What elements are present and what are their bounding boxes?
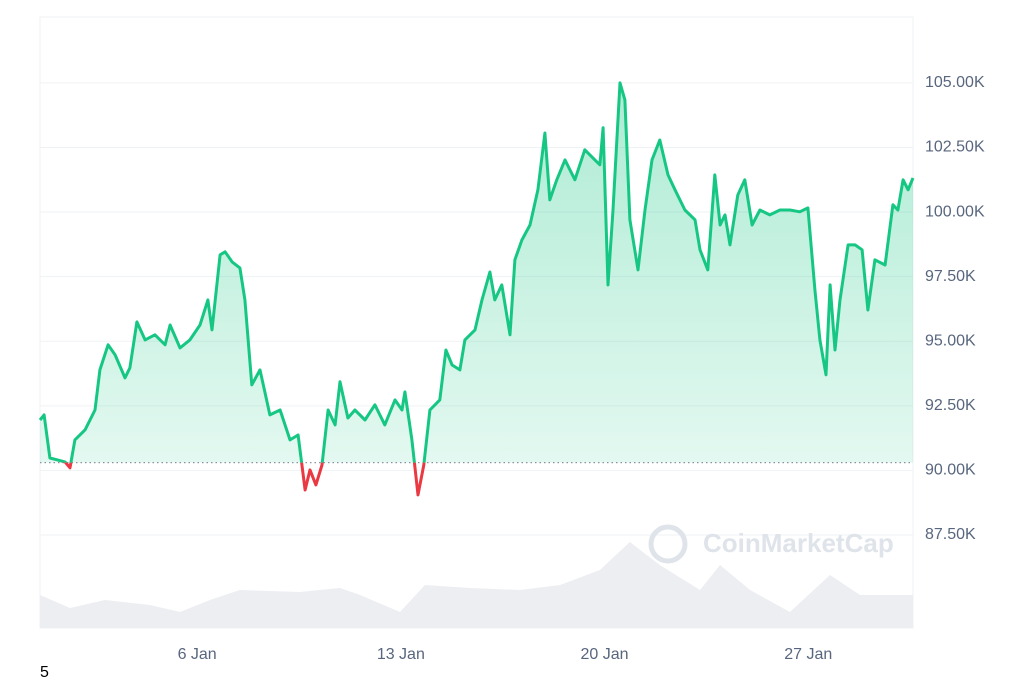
y-tick-label: 97.50K <box>925 268 976 285</box>
plot-area: 87.50K 90.00K 92.50K 95.00K 97.50K 100.00K 102… <box>38 16 985 663</box>
x-tick-label: 27 Jan <box>784 646 832 663</box>
watermark-logo <box>648 524 688 564</box>
y-tick-label: 92.50K <box>925 397 976 414</box>
area-fill <box>40 82 913 463</box>
y-tick-label: 105.00K <box>925 74 985 91</box>
x-tick-label: 6 Jan <box>178 646 217 663</box>
watermark: CoinMarketCap <box>703 528 894 558</box>
x-tick-label: 13 Jan <box>377 646 425 663</box>
y-tick-label: 95.00K <box>925 332 976 349</box>
y-tick-label: 100.00K <box>925 203 985 220</box>
price-line <box>38 81 915 463</box>
x-tick-label: 20 Jan <box>581 646 629 663</box>
y-tick-label: 102.50K <box>925 139 985 156</box>
corner-text: 5 <box>40 664 49 681</box>
y-tick-label: 87.50K <box>925 526 976 543</box>
volume-area <box>40 542 913 628</box>
y-tick-label: 90.00K <box>925 462 976 479</box>
